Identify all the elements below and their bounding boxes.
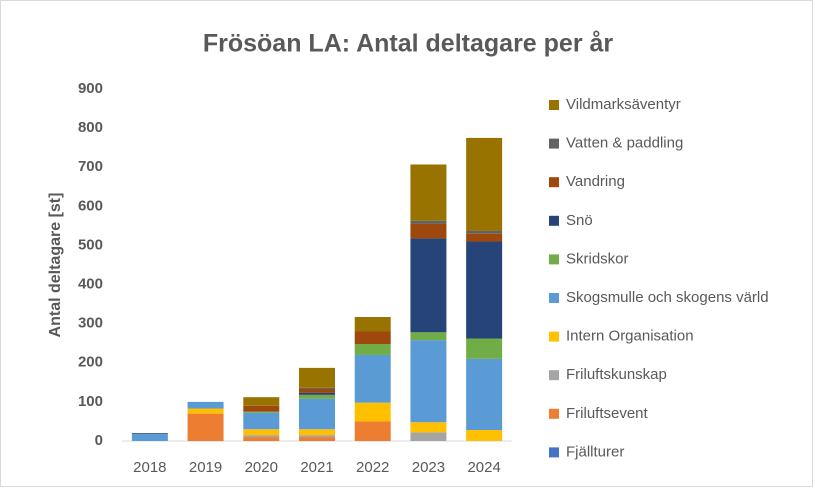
bar-segment [354, 402, 391, 422]
bar-segment [243, 435, 280, 438]
bar-segment [466, 338, 503, 359]
x-tick-label: 2024 [467, 459, 500, 476]
bar-segment [466, 358, 503, 431]
bar-segment [410, 238, 447, 333]
x-tick-label: 2022 [356, 459, 389, 476]
bar-segment [243, 412, 280, 430]
bar-segment [466, 430, 503, 441]
bar-segment [243, 397, 280, 406]
x-tick-label: 2020 [245, 459, 278, 476]
legend-swatch [549, 293, 559, 303]
bar-segment [410, 220, 447, 224]
bar-segment [299, 394, 335, 399]
x-tick-label: 2018 [133, 459, 166, 476]
bar-segment [299, 367, 335, 388]
x-tick-label: 2023 [412, 459, 445, 476]
legend-label: Vatten & paddling [566, 135, 683, 152]
bar-segment [243, 411, 280, 413]
bar-segment [299, 435, 335, 438]
legend-swatch [549, 447, 559, 458]
bar-segment [187, 413, 224, 441]
bar-segment [187, 401, 224, 409]
bar-segment [243, 405, 280, 412]
bar-segment [354, 354, 391, 403]
legend-swatch [549, 177, 559, 188]
y-tick-label: 0 [95, 432, 103, 449]
bar-segment [299, 437, 335, 441]
bar-segment [410, 422, 447, 433]
y-tick-label: 500 [78, 236, 103, 253]
chart-title: Frösöan LA: Antal deltagare per år [203, 30, 614, 58]
legend-swatch [549, 370, 559, 381]
bar-segment [410, 164, 447, 221]
bar-segment [354, 421, 391, 441]
y-tick-label: 700 [78, 158, 103, 175]
y-tick-label: 600 [78, 197, 103, 214]
bar-segment [299, 398, 335, 430]
bar-segment [299, 387, 335, 389]
bar-segment [410, 332, 447, 341]
legend-swatch [549, 138, 559, 149]
bar-segment [354, 344, 391, 355]
x-tick-label: 2021 [300, 459, 333, 476]
bar-segment [354, 317, 391, 332]
bar-segment [466, 230, 503, 234]
legend-label: Intern Organisation [566, 328, 694, 345]
bar-segment [410, 432, 447, 441]
legend-swatch [549, 100, 559, 110]
y-tick-label: 800 [78, 119, 103, 136]
legend-label: Vildmarksäventyr [566, 96, 681, 113]
y-axis-label: Antal deltagare [st] [47, 193, 64, 338]
legend-label: Skridskor [566, 250, 629, 267]
bar-segment [243, 429, 280, 436]
x-tick-label: 2019 [189, 459, 222, 476]
legend-label: Fjällturer [566, 443, 624, 460]
bar-segment [410, 223, 447, 239]
y-tick-label: 900 [78, 80, 103, 97]
bar-segment [299, 429, 335, 436]
bar-segment [243, 437, 280, 441]
bar-segment [187, 408, 224, 414]
bar-segment [466, 233, 503, 242]
bar-segment [354, 331, 391, 345]
legend-label: Friluftsevent [566, 405, 649, 422]
legend-swatch [549, 408, 559, 419]
bar-segment [299, 392, 335, 395]
bar-segment [410, 340, 447, 423]
bar-segment [131, 433, 168, 434]
bar-segment [466, 241, 503, 339]
y-tick-label: 200 [78, 354, 103, 371]
legend-swatch [549, 331, 559, 342]
legend-label: Snö [566, 212, 593, 229]
bar-segment [131, 433, 168, 441]
legend-swatch [549, 254, 559, 265]
legend-label: Vandring [566, 173, 625, 190]
legend-label: Skogsmulle och skogens värld [566, 289, 769, 306]
legend-label: Friluftskunskap [566, 366, 667, 383]
y-tick-label: 400 [78, 276, 103, 293]
y-tick-label: 300 [78, 315, 103, 332]
bar-segment [466, 137, 503, 231]
bar-segment [299, 388, 335, 393]
legend-swatch [549, 215, 559, 226]
y-tick-label: 100 [78, 393, 103, 410]
